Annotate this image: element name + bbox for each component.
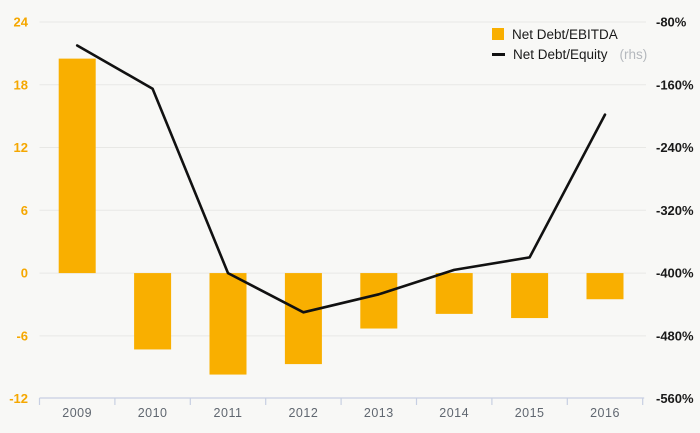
legend-suffix-rhs: (rhs) (619, 46, 648, 62)
x-axis-label-2015: 2015 (515, 406, 545, 420)
left-axis-label: -6 (16, 328, 28, 343)
x-axis-label-2014: 2014 (439, 406, 469, 420)
net-debt-equity-line (75, 44, 607, 314)
x-axis-label-2010: 2010 (138, 406, 168, 420)
right-axis-label: -240% (656, 140, 694, 155)
right-axis-label: -160% (656, 77, 694, 92)
bar-2016 (586, 273, 624, 300)
bar-swatch-icon (492, 28, 504, 40)
left-axis-label: 18 (14, 77, 28, 92)
bar-2015 (511, 273, 549, 319)
x-axis-label-2016: 2016 (590, 406, 620, 420)
bar-2013 (360, 273, 398, 329)
bar-2012 (284, 273, 322, 365)
x-axis-label-2011: 2011 (214, 406, 243, 420)
legend-item-net-debt-equity[interactable]: Net Debt/Equity (rhs) (492, 46, 647, 62)
legend-label-net-debt-ebitda: Net Debt/EBITDA (512, 26, 618, 42)
line-swatch-icon (492, 52, 505, 56)
legend-item-net-debt-ebitda[interactable]: Net Debt/EBITDA (492, 26, 647, 42)
left-axis-label: -12 (9, 391, 28, 406)
x-axis-label-2013: 2013 (364, 406, 394, 420)
right-axis-label: -560% (656, 391, 694, 406)
right-axis-label: -400% (656, 266, 694, 281)
legend-label-net-debt-equity: Net Debt/Equity (513, 46, 608, 62)
bar-2010 (134, 273, 172, 350)
left-axis-label: 12 (14, 140, 28, 155)
bar-2014 (435, 273, 473, 314)
x-axis-label-2012: 2012 (288, 406, 318, 420)
right-axis-label: -320% (656, 203, 694, 218)
bar-2009 (58, 58, 96, 274)
left-axis-label: 24 (14, 15, 29, 30)
legend: Net Debt/EBITDA Net Debt/Equity (rhs) (492, 26, 647, 62)
right-axis-label: -480% (656, 328, 694, 343)
right-axis-label: -80% (656, 15, 687, 30)
left-axis-label: 0 (21, 266, 28, 281)
x-axis-label-2009: 2009 (62, 406, 92, 420)
bar-2011 (209, 273, 247, 375)
left-axis-label: 6 (21, 203, 28, 218)
